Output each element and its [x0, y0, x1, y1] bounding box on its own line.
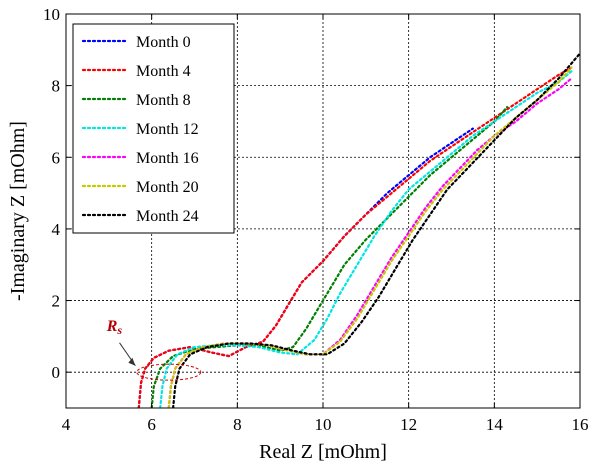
rs-label: Rs	[106, 318, 123, 337]
x-tick-label: 12	[400, 415, 417, 434]
rs-label-subscript: s	[116, 323, 122, 337]
x-tick-label: 6	[147, 415, 156, 434]
y-tick-label: 2	[52, 292, 61, 311]
legend-label-6: Month 24	[136, 208, 199, 225]
y-axis-label: -Imaginary Z [mOhm]	[7, 121, 29, 301]
series-line-3	[159, 70, 573, 408]
rs-arrow-head	[128, 357, 136, 366]
rs-ellipse	[136, 363, 202, 381]
rs-label-main: R	[106, 318, 118, 335]
y-tick-label: 4	[52, 220, 61, 239]
y-tick-label: 10	[43, 5, 60, 24]
x-tick-label: 10	[315, 415, 332, 434]
legend-label-3: Month 12	[136, 121, 199, 138]
x-tick-label: 14	[486, 415, 504, 434]
x-tick-label: 8	[233, 415, 242, 434]
labels-layer: Real Z [mOhm] -Imaginary Z [mOhm]	[7, 121, 387, 463]
y-tick-label: 0	[52, 363, 61, 382]
series-line-6	[172, 52, 580, 408]
legend-label-2: Month 8	[136, 92, 191, 109]
grid-layer	[66, 14, 580, 408]
y-tick-label: 6	[52, 148, 61, 167]
legend: Month 0 Month 4 Month 8 Month 12 Month 16 Mon…	[72, 23, 235, 234]
series-line-5	[167, 66, 573, 408]
x-tick-label: 4	[62, 415, 71, 434]
x-tick-label: 16	[572, 415, 589, 434]
series-layer	[137, 52, 580, 408]
series-line-1	[137, 66, 573, 408]
annotation-layer: Rs	[106, 318, 202, 381]
legend-label-5: Month 20	[136, 179, 199, 196]
x-axis-label: Real Z [mOhm]	[259, 441, 387, 463]
legend-label-1: Month 4	[136, 63, 191, 80]
ticks-layer: 4 6 8 10 12 14 16 0 2 4 6 8 10	[43, 5, 589, 434]
legend-label-0: Month 0	[136, 34, 191, 51]
y-tick-label: 8	[52, 77, 61, 96]
legend-label-4: Month 16	[136, 150, 199, 167]
